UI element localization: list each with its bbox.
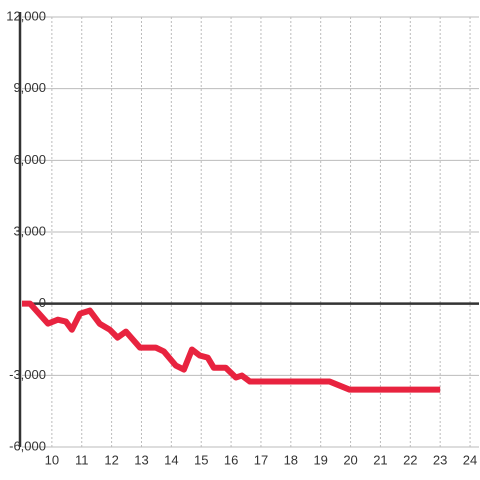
y-tick-label: 6,000 — [13, 152, 46, 167]
y-tick-label: -3,000 — [9, 367, 46, 382]
x-tick-label: 15 — [194, 452, 208, 467]
x-tick-label: 22 — [403, 452, 417, 467]
x-tick-label: 23 — [433, 452, 447, 467]
x-tick-label: 17 — [254, 452, 268, 467]
x-tick-label: 14 — [164, 452, 178, 467]
y-tick-label: 3,000 — [13, 223, 46, 238]
x-tick-label: 16 — [224, 452, 238, 467]
x-tick-label: 18 — [284, 452, 298, 467]
x-tick-label: 20 — [343, 452, 357, 467]
x-tick-label: 19 — [313, 452, 327, 467]
x-tick-label: 11 — [75, 452, 89, 467]
x-tick-label: 24 — [463, 452, 477, 467]
y-tick-label: -6,000 — [9, 438, 46, 453]
x-tick-label: 13 — [134, 452, 148, 467]
x-tick-label: 21 — [373, 452, 387, 467]
y-tick-label: 0 — [39, 295, 46, 310]
data-line — [22, 300, 441, 393]
y-tick-label: 12,000 — [6, 8, 46, 23]
x-tick-label: 12 — [104, 452, 118, 467]
x-tick-label: 10 — [45, 452, 59, 467]
y-tick-label: 9,000 — [13, 80, 46, 95]
